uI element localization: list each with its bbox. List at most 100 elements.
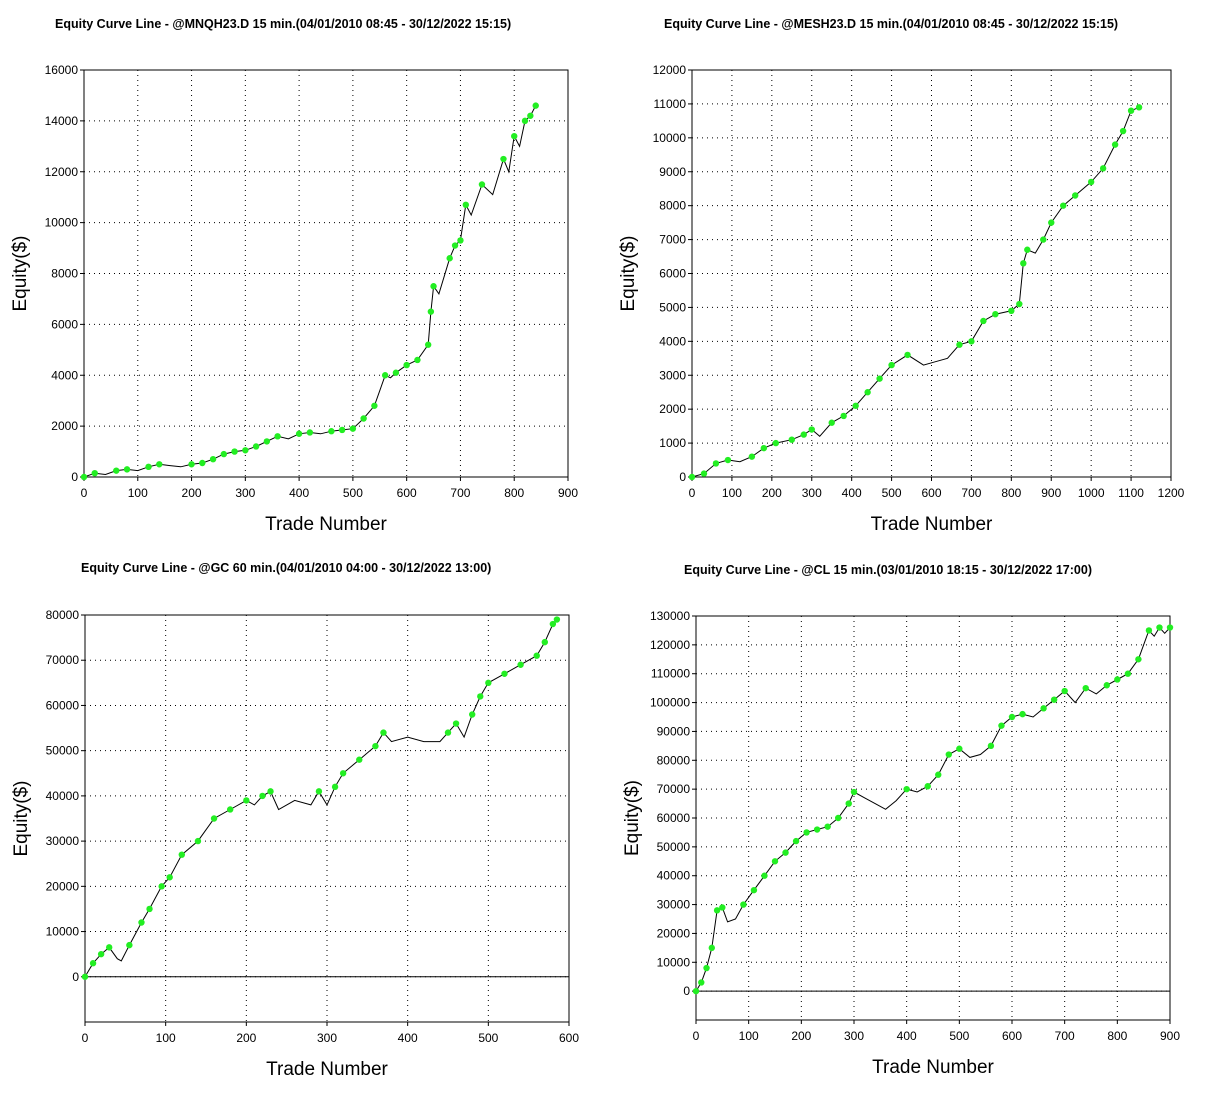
new-high-marker bbox=[331, 783, 339, 791]
new-high-marker bbox=[478, 181, 486, 188]
y-axis-label: Equity($) bbox=[618, 235, 639, 311]
y-tick-label: 60000 bbox=[46, 698, 80, 712]
y-tick-label: 70000 bbox=[46, 653, 80, 667]
new-high-marker bbox=[138, 919, 145, 926]
x-tick-label: 100 bbox=[739, 1029, 759, 1043]
new-high-marker bbox=[511, 132, 518, 140]
x-tick-label: 1000 bbox=[1078, 486, 1105, 500]
new-high-marker bbox=[1061, 687, 1068, 695]
new-high-marker bbox=[968, 338, 975, 345]
plot-frame bbox=[691, 69, 1172, 478]
new-high-marker bbox=[521, 117, 529, 125]
new-high-marker bbox=[813, 826, 821, 833]
x-axis-label: Trade Number bbox=[265, 514, 387, 535]
y-tick-label: 80000 bbox=[46, 608, 80, 622]
new-high-marker bbox=[852, 402, 859, 409]
new-high-marker bbox=[1103, 682, 1110, 689]
new-high-marker bbox=[392, 369, 400, 376]
equity-chart-mnq: 0 100 200 300 400 500 600 700 800 900 0 2000 4000 600… bbox=[10, 63, 578, 535]
new-high-marker bbox=[824, 823, 831, 830]
x-tick-label: 500 bbox=[478, 1031, 498, 1045]
new-high-marker bbox=[713, 907, 721, 914]
new-high-marker bbox=[446, 255, 453, 262]
x-tick-label: 300 bbox=[317, 1031, 337, 1045]
equity-chart-cl: 0 100 200 300 400 500 600 700 800 900 0 10000 20000 3… bbox=[622, 609, 1180, 1078]
new-high-marker bbox=[845, 800, 852, 807]
y-tick-label: 30000 bbox=[657, 898, 691, 912]
new-high-marker bbox=[724, 456, 732, 464]
x-tick-label: 300 bbox=[844, 1029, 864, 1043]
x-tick-label: 500 bbox=[949, 1029, 969, 1043]
x-tick-label: 0 bbox=[81, 486, 88, 500]
x-tick-label: 800 bbox=[1107, 1029, 1127, 1043]
new-high-marker bbox=[1099, 165, 1107, 172]
y-tick-label: 10000 bbox=[45, 216, 79, 230]
new-high-marker bbox=[945, 751, 952, 758]
new-high-marker bbox=[156, 461, 163, 468]
new-high-marker bbox=[1024, 246, 1031, 253]
x-tick-label: 300 bbox=[802, 486, 822, 500]
plot-frame bbox=[695, 615, 1171, 1021]
equity-line bbox=[691, 106, 1140, 478]
x-tick-label: 400 bbox=[289, 486, 309, 500]
chart-panel-mes: Equity Curve Line - @MESH23.D 15 min.(04… bbox=[608, 0, 1216, 548]
y-tick-label: 0 bbox=[679, 470, 686, 484]
new-high-marker bbox=[956, 341, 963, 348]
new-high-marker bbox=[328, 428, 335, 435]
y-tick-label: 8000 bbox=[659, 199, 686, 213]
chart-panel-cl: Equity Curve Line - @CL 15 min.(03/01/20… bbox=[608, 548, 1216, 1116]
new-high-marker bbox=[835, 814, 842, 822]
x-tick-label: 500 bbox=[343, 486, 363, 500]
new-high-marker bbox=[91, 469, 98, 477]
new-high-marker bbox=[1040, 705, 1047, 712]
new-high-marker bbox=[188, 461, 195, 468]
new-high-marker bbox=[708, 944, 715, 952]
y-tick-label: 2000 bbox=[51, 419, 78, 433]
new-high-marker bbox=[80, 473, 88, 481]
x-tick-label: 100 bbox=[128, 486, 148, 500]
new-high-marker bbox=[1135, 656, 1142, 663]
x-tick-label: 0 bbox=[693, 1029, 700, 1043]
new-high-marker bbox=[1019, 710, 1026, 718]
new-high-marker bbox=[1124, 670, 1132, 677]
new-high-marker bbox=[158, 883, 165, 890]
new-high-marker bbox=[1111, 141, 1119, 148]
y-tick-label: 80000 bbox=[657, 753, 691, 767]
new-high-marker bbox=[533, 652, 540, 659]
y-tick-label: 6000 bbox=[51, 317, 78, 331]
new-high-marker bbox=[850, 788, 858, 796]
new-high-marker bbox=[403, 361, 410, 369]
y-tick-label: 0 bbox=[71, 470, 78, 484]
chart-title: Equity Curve Line - @MESH23.D 15 min.(04… bbox=[664, 17, 1119, 31]
new-high-marker bbox=[987, 742, 995, 750]
new-high-marker bbox=[800, 431, 807, 438]
chart-title: Equity Curve Line - @CL 15 min.(03/01/20… bbox=[684, 563, 1092, 577]
y-tick-label: 4000 bbox=[659, 334, 686, 348]
y-tick-label: 12000 bbox=[45, 165, 79, 179]
y-tick-label: 100000 bbox=[650, 696, 690, 710]
x-tick-label: 600 bbox=[921, 486, 941, 500]
new-high-marker bbox=[231, 448, 238, 455]
new-high-marker bbox=[740, 901, 747, 908]
new-high-marker bbox=[123, 466, 131, 473]
new-high-marker bbox=[700, 470, 708, 477]
x-tick-label: 800 bbox=[1001, 486, 1021, 500]
x-tick-label: 400 bbox=[842, 486, 862, 500]
x-tick-label: 800 bbox=[504, 486, 524, 500]
new-high-marker bbox=[782, 849, 789, 856]
new-high-marker bbox=[274, 433, 281, 440]
x-tick-label: 100 bbox=[722, 486, 742, 500]
y-tick-label: 10000 bbox=[46, 925, 80, 939]
new-high-marker bbox=[549, 620, 557, 628]
new-high-marker bbox=[501, 670, 508, 677]
y-axis-label: Equity($) bbox=[10, 235, 31, 311]
x-tick-label: 700 bbox=[961, 486, 981, 500]
new-high-marker bbox=[338, 426, 346, 434]
new-high-marker bbox=[903, 785, 910, 793]
new-high-marker bbox=[295, 430, 303, 437]
new-high-marker bbox=[712, 460, 720, 467]
new-high-marker bbox=[748, 453, 756, 460]
new-high-marker bbox=[372, 742, 379, 750]
new-high-marker bbox=[89, 960, 97, 967]
new-high-marker bbox=[771, 858, 779, 865]
